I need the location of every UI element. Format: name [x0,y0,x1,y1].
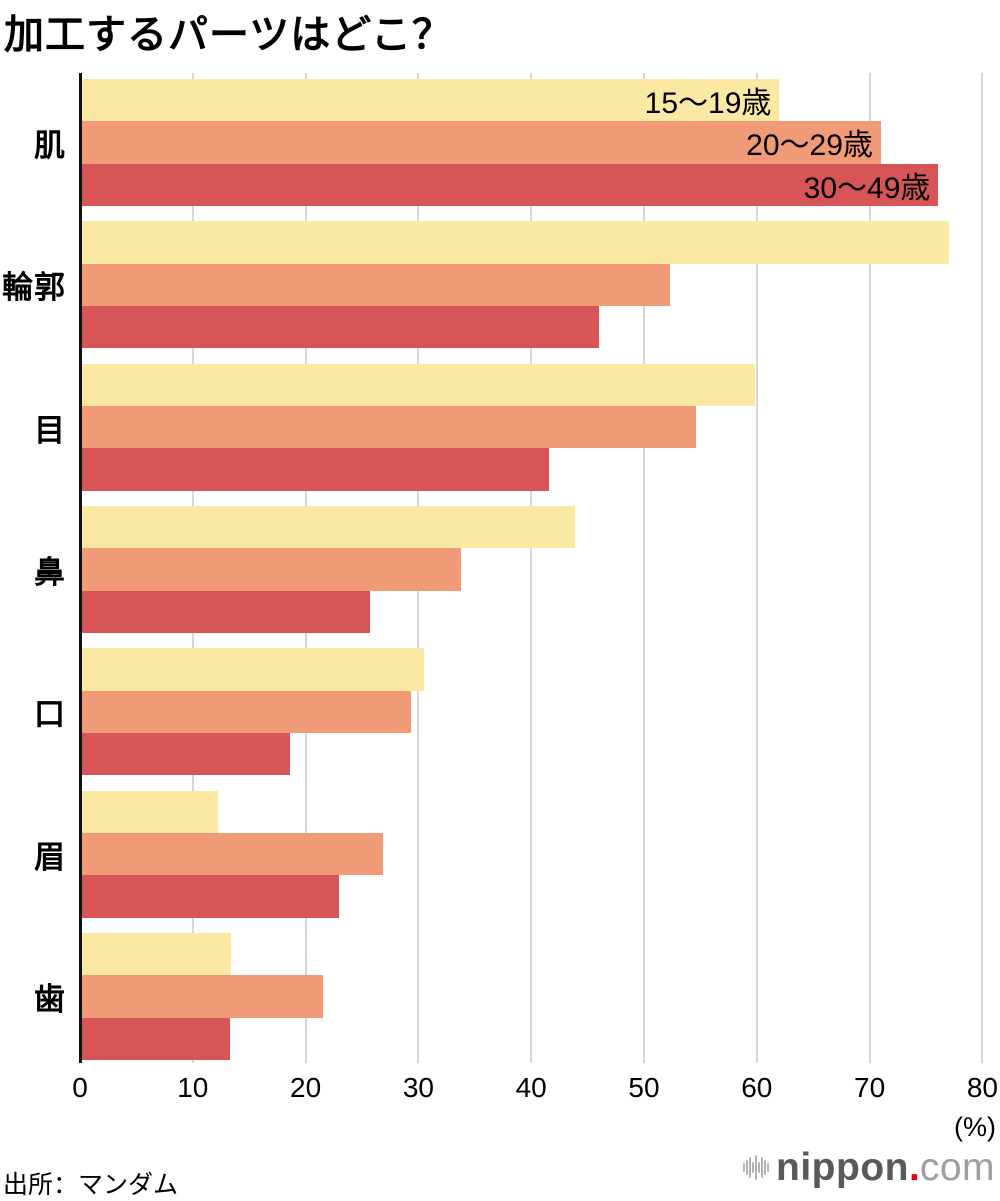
bar [80,1017,230,1060]
bar [80,933,232,976]
audio-wave-bar [764,1160,767,1175]
legend-label: 20〜29歳 [746,129,873,163]
gridline [643,73,645,1063]
x-tick-label: 0 [72,1072,88,1103]
y-axis-line [78,73,82,1063]
bar [80,263,670,306]
gridline [981,73,984,1063]
logo-dot: . [908,1146,920,1189]
x-tick-label: 20 [290,1072,322,1103]
logo-text-nippon: nippon [776,1146,909,1189]
axis-unit-label: (%) [954,1112,996,1142]
chart-title: 加工するパーツはどこ？ [4,13,453,57]
audio-wave-bar [752,1162,755,1173]
category-label: 肌 [34,128,66,163]
bar [80,548,462,591]
bar [80,506,576,549]
bar [80,648,424,691]
bar: 30〜49歳 [80,163,939,206]
bar [80,363,755,406]
audio-wave-bar [758,1162,761,1173]
bar: 20〜29歳 [80,121,881,164]
bar [80,833,384,876]
category-label: 目 [34,412,66,448]
audio-wave-bar [743,1163,746,1172]
x-tick-label: 30 [402,1072,434,1103]
x-tick-label: 10 [177,1072,209,1103]
source-note: 出所：マンダム [3,1171,179,1199]
gridline [530,73,533,1063]
bar [80,590,370,633]
category-label: 口 [34,697,66,733]
audio-wave-bar [746,1160,749,1175]
bar [80,690,411,733]
category-label: 輪郭 [2,270,66,306]
category-label: 鼻 [34,555,66,590]
logo-text-com: com [919,1146,995,1189]
legend-label: 15〜19歳 [644,87,772,121]
category-label: 眉 [34,839,66,875]
audio-wave-bar [761,1157,764,1178]
gridline [868,73,871,1063]
nippon-logo: nippon. com [743,1148,995,1187]
legend-label: 30〜49歳 [803,171,931,205]
bar [80,790,218,833]
bar [80,448,550,491]
x-tick-label: 40 [515,1072,547,1103]
x-tick-label: 80 [966,1072,998,1103]
audio-wave-icon [743,1155,770,1180]
category-label: 歯 [34,982,66,1017]
bar: 15〜19歳 [80,79,780,122]
bar [80,221,949,264]
gridline [755,73,758,1063]
audio-wave-bar [749,1157,752,1178]
bar [80,406,696,449]
x-tick-label: 60 [741,1072,773,1103]
audio-wave-bar [755,1155,758,1180]
logo-text: nippon. com [776,1148,995,1187]
bar [80,875,340,918]
x-tick-label: 50 [628,1072,660,1103]
bar [80,306,599,349]
audio-wave-bar [767,1163,770,1172]
bar [80,733,290,776]
x-tick-label: 70 [854,1072,886,1103]
bar [80,975,323,1018]
